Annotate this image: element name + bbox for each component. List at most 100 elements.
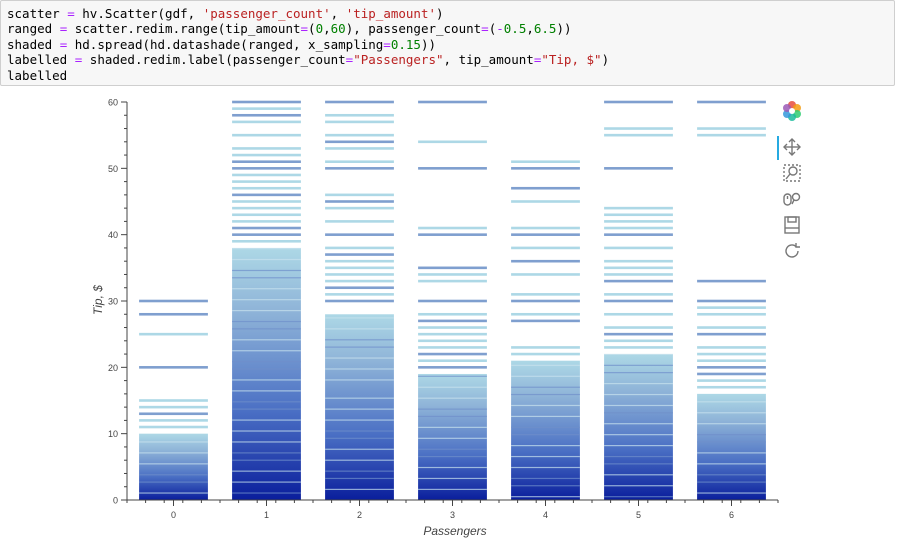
- column-1: [232, 100, 301, 500]
- wheel-zoom-icon[interactable]: [781, 188, 803, 210]
- code-cell[interactable]: scatter = hv.Scatter(gdf, 'passenger_cou…: [0, 0, 895, 86]
- tip-line: [325, 299, 394, 303]
- y-tick-label: 0: [113, 496, 118, 506]
- density-stripe: [325, 459, 394, 461]
- density-stripe: [418, 408, 487, 410]
- y-tick-label: 10: [108, 429, 118, 439]
- tip-line: [418, 352, 487, 356]
- tip-line: [139, 412, 208, 416]
- tip-line: [325, 167, 394, 170]
- tip-line: [511, 200, 580, 203]
- tip-line: [418, 346, 487, 349]
- bokeh-logo-icon[interactable]: [781, 100, 803, 122]
- density-stripe: [604, 412, 673, 414]
- density-stripe: [232, 441, 301, 443]
- code-line: scatter = hv.Scatter(gdf, 'passenger_cou…: [7, 6, 444, 21]
- tip-line: [604, 259, 673, 263]
- density-stripe: [232, 328, 301, 330]
- tip-line: [232, 186, 301, 190]
- tip-line: [604, 346, 673, 349]
- tip-line: [697, 332, 766, 336]
- tip-line: [697, 352, 766, 356]
- tip-line: [232, 220, 301, 223]
- column-2: [325, 100, 394, 500]
- tip-line: [511, 259, 580, 263]
- save-icon[interactable]: [781, 214, 803, 236]
- density-stripe: [232, 350, 301, 352]
- density-stripe: [325, 488, 394, 490]
- tip-line: [139, 299, 208, 303]
- density-stripe: [139, 452, 208, 454]
- density-stripe: [511, 404, 580, 407]
- density-stripe: [232, 430, 301, 432]
- density-stripe: [232, 368, 301, 370]
- density-stripe: [604, 364, 673, 366]
- density-stripe: [232, 408, 301, 410]
- tip-line: [604, 326, 673, 329]
- tip-line: [511, 233, 580, 236]
- tip-line: [604, 167, 673, 170]
- tip-line: [511, 186, 580, 190]
- density-stripe: [418, 455, 487, 458]
- tip-line: [697, 279, 766, 283]
- density-stripe: [697, 481, 766, 483]
- tip-line: [418, 332, 487, 336]
- density-stripe: [418, 386, 487, 388]
- density-stripe: [139, 492, 208, 494]
- tip-line: [511, 312, 580, 316]
- tip-line: [604, 133, 673, 137]
- column-4: [511, 160, 580, 500]
- y-tick-label: 30: [108, 297, 118, 307]
- tip-line: [418, 312, 487, 316]
- tip-line: [325, 293, 394, 296]
- tip-line: [139, 405, 208, 409]
- density-stripe: [511, 445, 580, 447]
- code-line: shaded = hd.spread(hd.datashade(ranged, …: [7, 36, 436, 52]
- density-stripe: [511, 426, 580, 428]
- x-tick-label: 0: [171, 510, 176, 520]
- tip-line: [232, 193, 301, 197]
- density-block: [418, 373, 487, 500]
- tip-line: [139, 366, 208, 369]
- tip-line: [697, 312, 766, 316]
- tip-line: [139, 399, 208, 402]
- reset-icon[interactable]: [781, 240, 803, 262]
- tip-line: [232, 233, 301, 236]
- density-stripe: [418, 415, 487, 418]
- density-stripe: [604, 393, 673, 396]
- datashader-plot[interactable]: 0 10 20 30 40 50 60 0 1 2 3 4 5 6 Passengers Tip, $: [0, 88, 897, 551]
- code-text[interactable]: scatter = hv.Scatter(gdf, 'passenger_cou…: [7, 6, 609, 83]
- pan-icon[interactable]: [781, 136, 803, 158]
- plot-area[interactable]: 0 10 20 30 40 50 60 0 1 2 3 4 5 6 Passengers Tip, $: [0, 88, 897, 551]
- tip-line: [325, 273, 394, 276]
- density-stripe: [697, 423, 766, 425]
- tip-line: [325, 113, 394, 117]
- tip-line: [604, 299, 673, 303]
- x-tick-label: 4: [543, 510, 548, 520]
- box-zoom-icon[interactable]: [781, 162, 803, 184]
- density-stripe: [604, 434, 673, 436]
- tip-line: [511, 273, 580, 276]
- tip-line: [697, 326, 766, 329]
- density-stripe: [139, 463, 208, 465]
- tip-line: [418, 226, 487, 230]
- x-tick-label: 3: [450, 510, 455, 520]
- density-stripe: [604, 496, 673, 498]
- density-block: [139, 433, 208, 500]
- column-3: [418, 100, 487, 500]
- tip-line: [697, 346, 766, 349]
- tip-line: [511, 299, 580, 303]
- density-stripe: [697, 463, 766, 465]
- tip-line: [418, 359, 487, 362]
- density-block: [604, 354, 673, 500]
- axes: 0 10 20 30 40 50 60 0 1 2 3 4 5 6: [108, 98, 779, 520]
- density-stripe: [325, 470, 394, 472]
- density-stripe: [697, 434, 766, 436]
- tip-line: [697, 306, 766, 309]
- density-stripe: [325, 328, 394, 330]
- density-stripe: [232, 269, 301, 272]
- density-stripe: [325, 437, 394, 439]
- tip-line: [232, 240, 301, 243]
- density-stripe: [232, 452, 301, 454]
- x-tick-label: 2: [357, 510, 362, 520]
